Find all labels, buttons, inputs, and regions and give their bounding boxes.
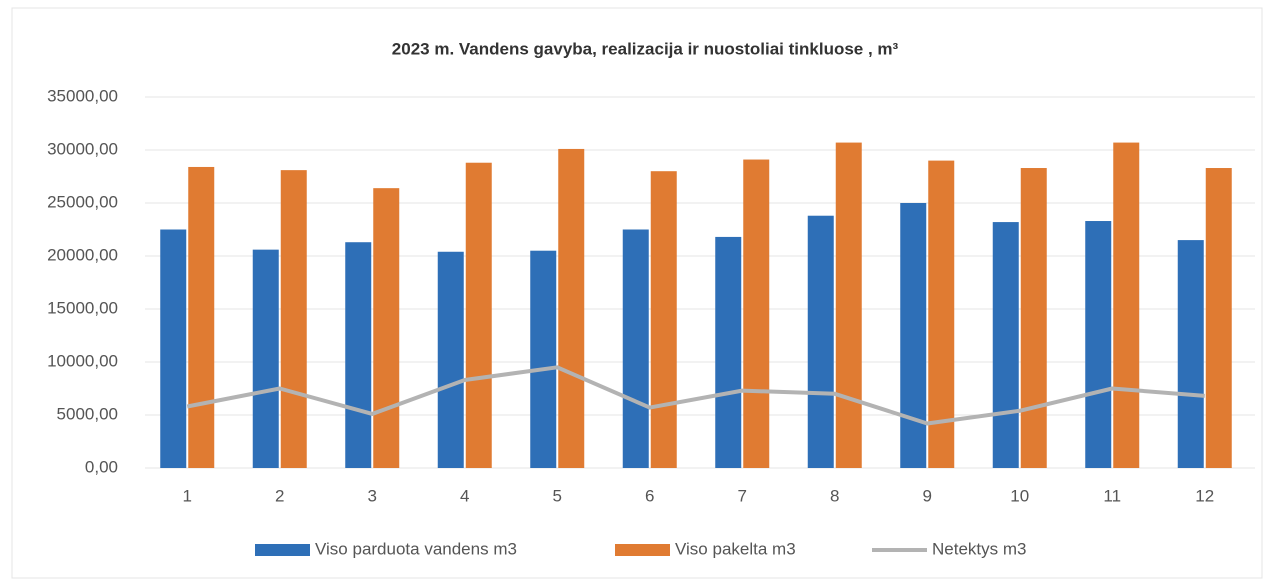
bar xyxy=(743,159,770,469)
y-tick-label: 0,00 xyxy=(85,457,118,476)
bar xyxy=(622,229,649,468)
y-tick-label: 5000,00 xyxy=(57,404,118,423)
legend-swatch xyxy=(255,544,310,556)
legend-label: Viso pakelta m3 xyxy=(675,539,796,558)
bar xyxy=(160,229,187,468)
bar xyxy=(1113,142,1140,468)
bar xyxy=(1085,221,1112,468)
bar xyxy=(1205,168,1232,468)
bar xyxy=(807,215,834,468)
y-tick-label: 15000,00 xyxy=(47,298,118,317)
bar xyxy=(252,249,279,468)
y-tick-label: 30000,00 xyxy=(47,139,118,158)
bar xyxy=(280,170,307,468)
bar xyxy=(992,222,1019,468)
bar xyxy=(650,171,677,468)
y-tick-label: 20000,00 xyxy=(47,245,118,264)
bar xyxy=(188,166,215,468)
bar xyxy=(1020,168,1047,468)
x-tick-label: 6 xyxy=(645,486,654,505)
bar xyxy=(928,160,955,468)
bar xyxy=(715,236,742,468)
bar xyxy=(465,162,492,468)
x-tick-label: 1 xyxy=(183,486,192,505)
legend-swatch xyxy=(615,544,670,556)
bar xyxy=(900,203,927,468)
bar xyxy=(345,242,372,468)
x-tick-label: 9 xyxy=(923,486,932,505)
bar xyxy=(373,188,400,468)
x-tick-label: 11 xyxy=(1103,486,1121,505)
bar xyxy=(558,148,585,468)
y-tick-label: 10000,00 xyxy=(47,351,118,370)
bar xyxy=(437,251,464,468)
chart-title: 2023 m. Vandens gavyba, realizacija ir n… xyxy=(392,39,899,58)
x-tick-label: 4 xyxy=(460,486,469,505)
x-tick-label: 5 xyxy=(553,486,562,505)
legend-label: Netektys m3 xyxy=(932,539,1026,558)
x-tick-label: 7 xyxy=(738,486,747,505)
y-tick-label: 25000,00 xyxy=(47,192,118,211)
x-tick-label: 2 xyxy=(275,486,284,505)
bar xyxy=(530,250,557,468)
y-tick-label: 35000,00 xyxy=(47,86,118,105)
x-tick-label: 10 xyxy=(1010,486,1029,505)
x-tick-label: 8 xyxy=(830,486,839,505)
bar xyxy=(1177,240,1204,468)
line-series xyxy=(186,365,1205,426)
x-tick-label: 12 xyxy=(1195,486,1214,505)
legend-label: Viso parduota vandens m3 xyxy=(315,539,517,558)
x-tick-label: 3 xyxy=(368,486,377,505)
bar xyxy=(835,142,862,468)
